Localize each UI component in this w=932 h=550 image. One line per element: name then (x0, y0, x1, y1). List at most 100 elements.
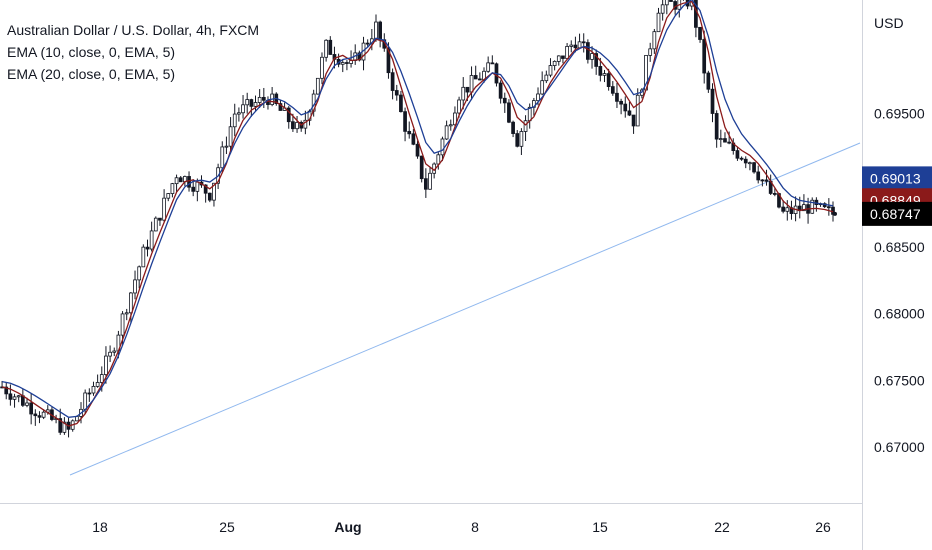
candle-body (515, 133, 520, 147)
candle-body (714, 113, 719, 140)
candle-body (365, 42, 370, 45)
candle-body (203, 184, 208, 194)
candle-body (594, 53, 599, 67)
candle-body (411, 133, 416, 145)
candle-body (407, 130, 412, 135)
candle-body (473, 75, 478, 80)
candle-body (390, 72, 395, 91)
candle-body (706, 72, 711, 90)
price-badge-label: 0.68747 (870, 206, 921, 222)
candle-body (623, 103, 628, 112)
candle-body (108, 351, 112, 357)
candle-body (552, 60, 557, 66)
candle-body (95, 382, 100, 387)
candle-body (436, 154, 441, 165)
candle-body (556, 55, 561, 62)
candle-body (519, 131, 524, 147)
candle-body (694, 0, 698, 28)
candle-body (490, 62, 495, 65)
candle-body (278, 103, 283, 111)
candle-body (781, 206, 785, 212)
candle-body (83, 392, 88, 410)
candle-body (112, 350, 117, 353)
time-tick-label: 26 (815, 519, 831, 535)
candle-body (4, 386, 9, 395)
candle-body (29, 402, 34, 415)
candle-body (261, 96, 266, 101)
candle-body (448, 124, 453, 127)
ema10-line (1, 0, 834, 427)
price-badge (862, 166, 932, 191)
candle-body (652, 31, 657, 50)
candle-body (627, 110, 632, 116)
candle-body (577, 41, 582, 49)
trendline[interactable] (69, 142, 861, 476)
candle-body (548, 65, 553, 76)
candle-body (461, 86, 466, 101)
candle-body (104, 355, 108, 375)
ema10-legend: EMA (10, close, 0, EMA, 5) (7, 44, 176, 60)
candle-body (378, 21, 382, 41)
candle-body (602, 73, 607, 76)
candle-body (710, 88, 715, 114)
candle-body (257, 96, 262, 103)
candle-body (340, 62, 345, 65)
candle-body (166, 193, 171, 199)
candle-body (648, 48, 653, 56)
time-tick-label: Aug (334, 519, 361, 535)
candle-body (631, 114, 636, 127)
price-tick-label: 0.67000 (874, 439, 925, 455)
candle-body (610, 86, 615, 94)
candle-body (702, 39, 707, 74)
candle-body (469, 75, 474, 93)
candle-body (573, 44, 578, 49)
price-tick-label: 0.68500 (874, 239, 925, 255)
candle-body (291, 121, 295, 130)
chart-legend: Australian Dollar / U.S. Dollar, 4h, FXC… (7, 19, 259, 85)
candle-body (598, 66, 603, 76)
price-tick-label: 0.67500 (874, 372, 925, 388)
candle-body (220, 146, 225, 169)
candle-body (656, 12, 661, 33)
candle-body (764, 179, 769, 182)
symbol-title: Australian Dollar / U.S. Dollar, 4h, FXC… (7, 22, 260, 38)
candle-body (698, 26, 702, 40)
candle-body (8, 393, 13, 400)
candle-body (772, 193, 777, 195)
candle-body (523, 120, 528, 132)
last-price-marker (832, 211, 837, 216)
candle-body (12, 396, 17, 400)
candle-body (91, 385, 96, 394)
candle-body (137, 266, 142, 281)
candle-body (328, 39, 333, 55)
candle-body (253, 102, 258, 107)
candle-body (87, 392, 92, 395)
candle-body (664, 0, 669, 6)
candle-body (129, 292, 133, 314)
candle-body (315, 77, 320, 95)
candle-body (158, 217, 162, 221)
candle-body (145, 246, 150, 250)
price-tick-label: 0.68000 (874, 306, 925, 322)
candle-body (428, 172, 432, 190)
candle-body (141, 246, 146, 268)
time-tick-label: 8 (471, 519, 479, 535)
time-tick-label: 22 (714, 519, 730, 535)
candle-body (478, 78, 482, 81)
candle-body (241, 104, 245, 114)
candle-body (162, 197, 166, 221)
candle-body (619, 100, 623, 105)
candle-body (586, 42, 590, 60)
candle-body (415, 143, 420, 157)
price-tick-label: 0.69500 (874, 105, 925, 121)
candle-body (286, 107, 291, 123)
candle-body (207, 192, 212, 201)
candle-body (810, 199, 815, 214)
candle-body (606, 73, 611, 87)
candle-body (228, 126, 233, 147)
candle-body (419, 155, 424, 180)
candle-body (195, 181, 200, 192)
candle-body (590, 53, 594, 60)
candle-body (802, 204, 806, 212)
